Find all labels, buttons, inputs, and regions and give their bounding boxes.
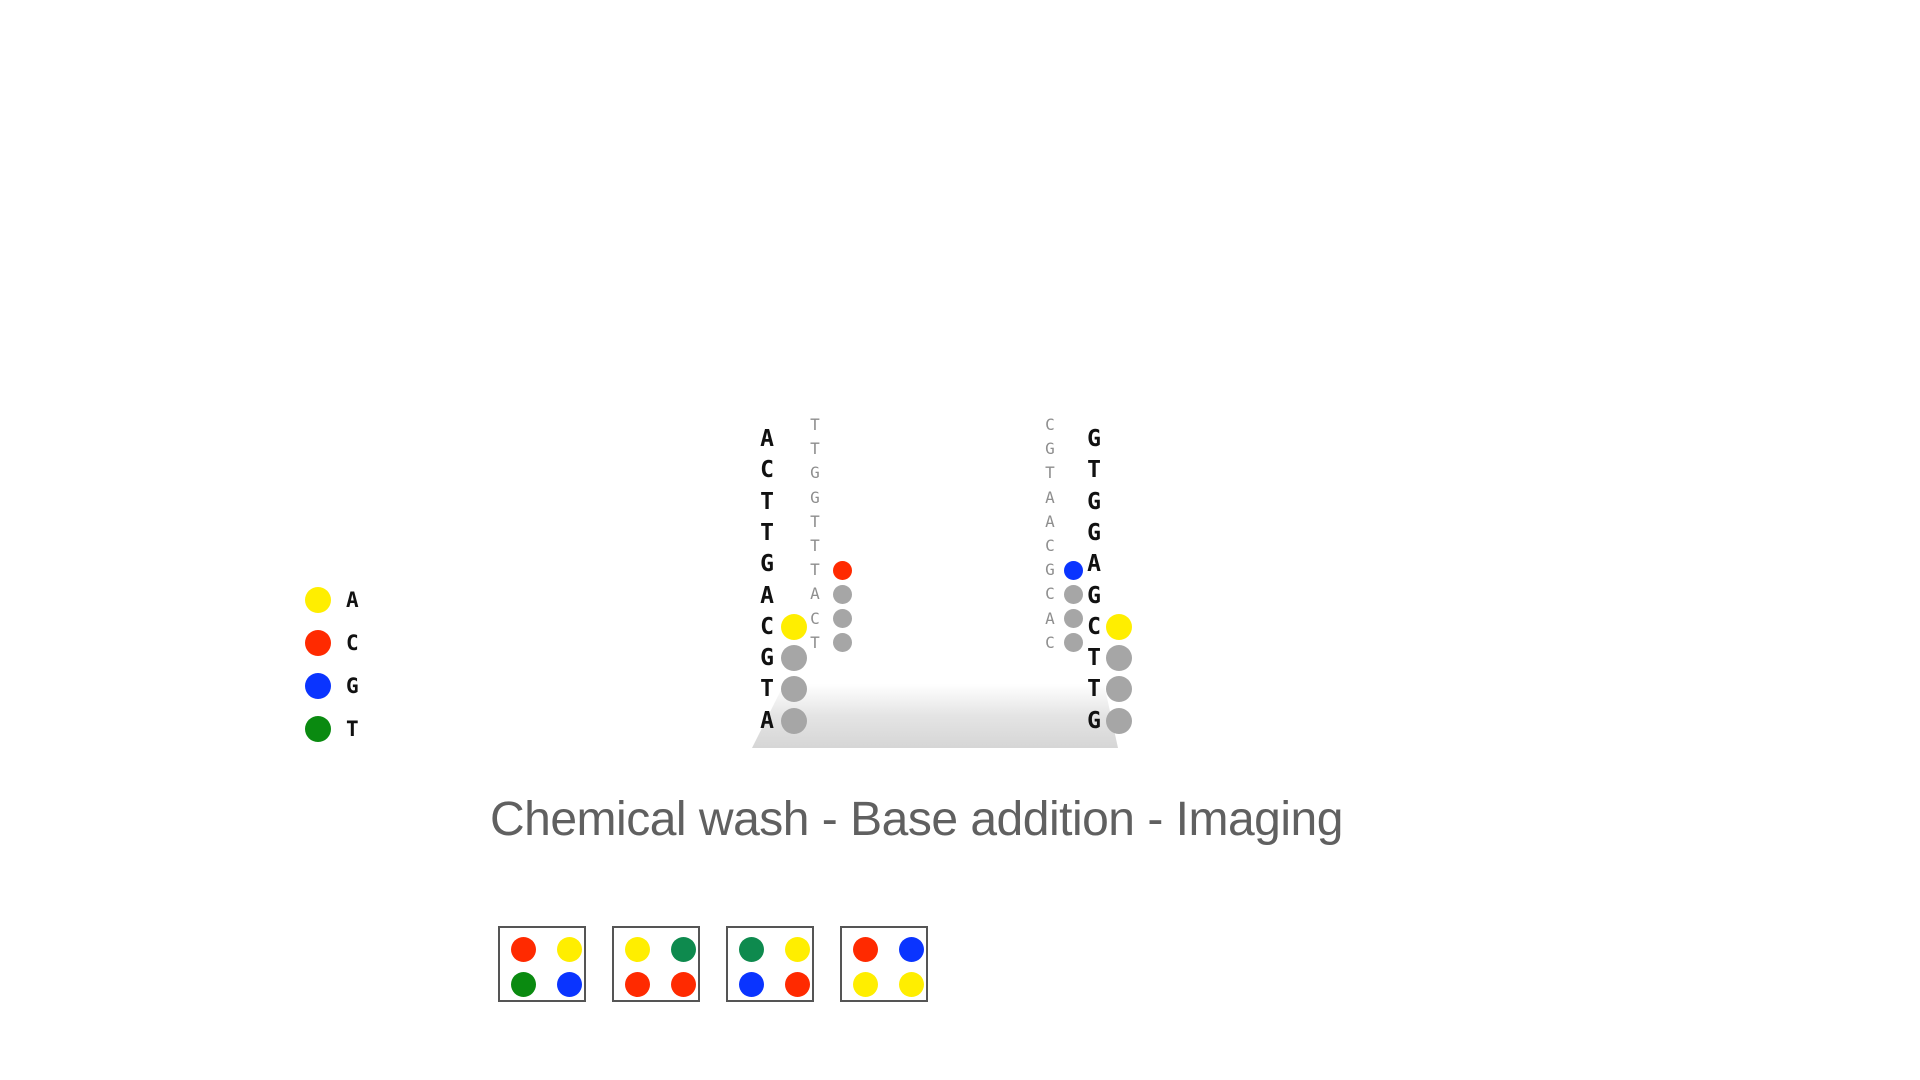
frame-spot-tr xyxy=(671,937,696,962)
frame-spot-tl xyxy=(511,937,536,962)
right-strand-base: T xyxy=(1082,458,1106,482)
left-strand-base: T xyxy=(755,521,779,545)
right-template-base: C xyxy=(1041,585,1059,603)
left-strand-base: C xyxy=(755,458,779,482)
flow-cell-base xyxy=(752,684,1118,748)
right-template-base: C xyxy=(1041,537,1059,555)
image-frame-2 xyxy=(612,926,700,1002)
frame-spot-tl xyxy=(625,937,650,962)
right-strand-base: A xyxy=(1082,552,1106,576)
left-strand-base: A xyxy=(755,427,779,451)
frame-spot-bl xyxy=(853,972,878,997)
right-template-base: C xyxy=(1041,416,1059,434)
image-frame-3 xyxy=(726,926,814,1002)
image-frame-4 xyxy=(840,926,928,1002)
right-strand-dot-unlabeled xyxy=(1106,708,1132,734)
right-strand-base: G xyxy=(1082,521,1106,545)
left-strand-base: G xyxy=(755,552,779,576)
left-template-base: G xyxy=(806,489,824,507)
frame-spot-tr xyxy=(557,937,582,962)
right-template-dot-g xyxy=(1064,561,1083,580)
right-strand-base: G xyxy=(1082,709,1106,733)
left-strand-base: T xyxy=(755,490,779,514)
left-strand-dot-a xyxy=(781,614,807,640)
left-strand-base: T xyxy=(755,677,779,701)
left-template-base: T xyxy=(806,416,824,434)
left-template-base: G xyxy=(806,464,824,482)
right-strand-base: T xyxy=(1082,646,1106,670)
left-template-base: T xyxy=(806,440,824,458)
frame-spot-bl xyxy=(625,972,650,997)
image-frame-1 xyxy=(498,926,586,1002)
frame-spot-br xyxy=(671,972,696,997)
right-strand-dot-a xyxy=(1106,614,1132,640)
left-template-base: T xyxy=(806,634,824,652)
right-template-base: T xyxy=(1041,464,1059,482)
frame-spot-tl xyxy=(853,937,878,962)
left-strand-base: C xyxy=(755,615,779,639)
right-template-dot-unlabeled xyxy=(1064,609,1083,628)
right-template-dot-unlabeled xyxy=(1064,633,1083,652)
left-template-base: A xyxy=(806,585,824,603)
left-strand-dot-unlabeled xyxy=(781,708,807,734)
frame-spot-br xyxy=(557,972,582,997)
right-template-base: C xyxy=(1041,634,1059,652)
left-strand-base: G xyxy=(755,646,779,670)
right-template-base: G xyxy=(1041,440,1059,458)
frame-spot-bl xyxy=(739,972,764,997)
left-template-base: T xyxy=(806,537,824,555)
right-strand-base: G xyxy=(1082,490,1106,514)
frame-spot-tr xyxy=(785,937,810,962)
left-strand-dot-unlabeled xyxy=(781,645,807,671)
right-strand-base: G xyxy=(1082,427,1106,451)
right-template-base: A xyxy=(1041,610,1059,628)
frame-spot-tl xyxy=(739,937,764,962)
frame-spot-tr xyxy=(899,937,924,962)
frame-spot-br xyxy=(785,972,810,997)
left-template-base: T xyxy=(806,513,824,531)
frame-spot-bl xyxy=(511,972,536,997)
right-template-dot-unlabeled xyxy=(1064,585,1083,604)
left-strand-base: A xyxy=(755,709,779,733)
frame-spot-br xyxy=(899,972,924,997)
right-strand-base: G xyxy=(1082,584,1106,608)
right-template-base: G xyxy=(1041,561,1059,579)
left-template-base: T xyxy=(806,561,824,579)
left-template-dot-unlabeled xyxy=(833,609,852,628)
right-template-base: A xyxy=(1041,513,1059,531)
right-template-base: A xyxy=(1041,489,1059,507)
right-strand-dot-unlabeled xyxy=(1106,645,1132,671)
left-template-dot-unlabeled xyxy=(833,633,852,652)
right-strand-base: T xyxy=(1082,677,1106,701)
left-strand-base: A xyxy=(755,584,779,608)
process-caption: Chemical wash - Base addition - Imaging xyxy=(490,792,1343,848)
left-template-dot-unlabeled xyxy=(833,585,852,604)
right-strand-base: C xyxy=(1082,615,1106,639)
left-template-dot-c xyxy=(833,561,852,580)
left-template-base: C xyxy=(806,610,824,628)
